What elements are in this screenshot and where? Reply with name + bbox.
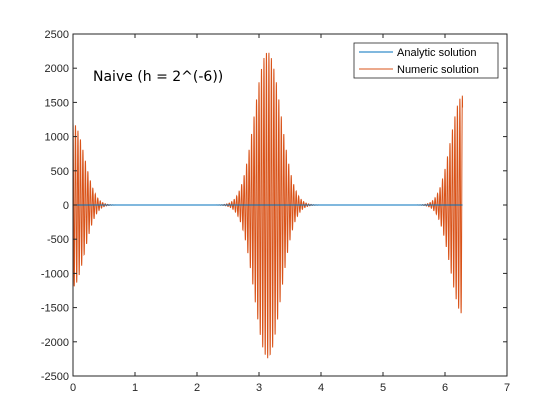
x-tick-label: 1 [132,382,138,394]
legend: Analytic solution Numeric solution [353,42,499,79]
x-tick-label: 0 [70,382,76,394]
x-tick-label: 5 [380,382,386,394]
legend-box [353,42,499,79]
x-tick-label: 6 [442,382,448,394]
x-tick-label: 3 [256,382,262,394]
y-tick-label: 2000 [45,63,69,75]
y-tick-label: -500 [47,234,69,246]
y-tick-label: 1000 [45,132,69,144]
x-tick-label: 7 [504,382,510,394]
y-tick-label: 500 [51,166,69,178]
y-tick-label: 2500 [45,29,69,41]
y-tick-label: -2000 [41,337,69,349]
ticks-layer: 0 1 2 3 4 5 6 7 -2500 -2000 -1500 -1000 -500 0 500 1000… [41,29,510,394]
y-tick-label: -1000 [41,268,69,280]
annotation-text: Naive (h = 2^(-6)) [93,69,223,85]
y-tick-label: 1500 [45,97,69,109]
y-tick-label: -2500 [41,371,69,383]
legend-label-analytic: Analytic solution [397,47,477,59]
y-tick-label: -1500 [41,303,69,315]
x-tick-label: 2 [194,382,200,394]
legend-label-numeric: Numeric solution [397,64,479,76]
series-layer [72,52,464,359]
x-tick-label: 4 [318,382,324,394]
y-tick-label: 0 [63,200,69,212]
